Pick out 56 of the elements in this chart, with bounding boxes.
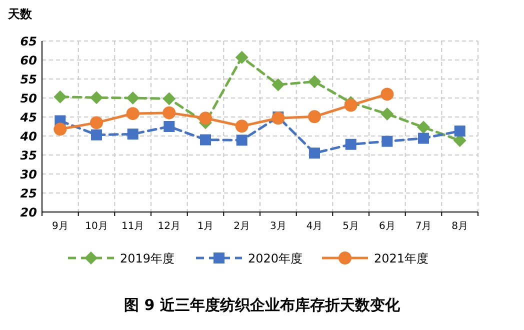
point xyxy=(272,112,285,125)
x-tick-label: 10月 xyxy=(85,221,108,232)
y-tick-label: 35 xyxy=(20,148,37,162)
point xyxy=(418,132,429,144)
y-tick-label: 40 xyxy=(19,130,37,144)
point xyxy=(90,91,103,104)
point xyxy=(309,148,320,159)
point xyxy=(54,122,67,136)
point xyxy=(91,129,102,140)
point xyxy=(162,106,176,120)
point xyxy=(380,107,394,120)
point xyxy=(417,120,430,134)
point xyxy=(200,134,211,146)
x-tick-label: 2月 xyxy=(234,221,250,232)
x-tick-label: 1月 xyxy=(197,221,214,232)
point xyxy=(162,92,176,106)
point xyxy=(382,136,393,147)
x-tick-label: 11月 xyxy=(121,221,144,232)
y-tick-label: 65 xyxy=(20,34,37,48)
point xyxy=(126,107,140,120)
point xyxy=(199,112,212,125)
x-tick-label: 5月 xyxy=(342,221,360,232)
point xyxy=(235,50,248,64)
y-tick-label: 25 xyxy=(20,186,37,200)
legend-label: 2020年度 xyxy=(248,252,303,266)
point xyxy=(90,116,103,130)
legend-label: 2019年度 xyxy=(120,252,175,266)
point xyxy=(308,75,321,88)
point xyxy=(272,78,285,92)
point xyxy=(454,126,466,137)
point xyxy=(345,138,356,150)
point xyxy=(380,88,394,101)
x-tick-label: 6月 xyxy=(378,221,396,232)
y-tick-label: 20 xyxy=(20,206,37,220)
point xyxy=(236,134,248,146)
x-tick-label: 9月 xyxy=(52,221,68,232)
point xyxy=(127,128,138,140)
point xyxy=(308,110,321,124)
y-tick-label: 60 xyxy=(20,54,37,68)
point xyxy=(235,120,248,133)
point xyxy=(344,98,358,112)
x-tick-label: 4月 xyxy=(306,221,323,232)
x-tick-label: 7月 xyxy=(415,221,432,232)
point xyxy=(126,92,140,104)
point xyxy=(54,90,67,104)
x-tick-label: 8月 xyxy=(452,221,468,232)
y-tick-label: 30 xyxy=(20,168,37,182)
y-tick-label: 55 xyxy=(20,72,37,86)
legend-label: 2021年度 xyxy=(374,252,429,266)
y-axis-title: 天数 xyxy=(7,7,33,21)
point xyxy=(164,121,175,132)
y-tick-label: 50 xyxy=(20,92,37,106)
x-tick-label: 12月 xyxy=(158,221,181,232)
text: 图 9 近三年度纺织企业布库存折天数变化 xyxy=(124,296,401,314)
x-tick-label: 3月 xyxy=(270,221,286,232)
y-tick-label: 45 xyxy=(19,110,37,124)
